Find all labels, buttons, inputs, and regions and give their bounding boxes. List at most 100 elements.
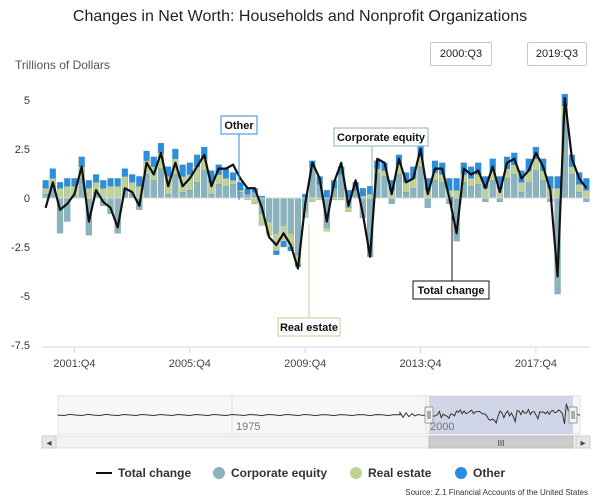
- bar-other[interactable]: [100, 180, 107, 189]
- bar-corporate-equity[interactable]: [525, 182, 532, 199]
- bar-corporate-equity[interactable]: [273, 197, 280, 234]
- bar-corporate-equity[interactable]: [568, 174, 576, 199]
- bar-real-estate[interactable]: [568, 166, 576, 175]
- bar-corporate-equity[interactable]: [518, 191, 525, 199]
- bar-real-estate[interactable]: [229, 180, 237, 185]
- bar-real-estate[interactable]: [323, 227, 330, 232]
- bar-corporate-equity[interactable]: [496, 197, 503, 203]
- bar-real-estate[interactable]: [453, 190, 460, 199]
- bar-corporate-equity[interactable]: [424, 197, 431, 208]
- bar-other[interactable]: [157, 142, 165, 154]
- scrollbar-left-button[interactable]: [41, 435, 57, 449]
- bar-corporate-equity[interactable]: [266, 197, 273, 222]
- bar-corporate-equity[interactable]: [489, 180, 496, 199]
- bar-corporate-equity[interactable]: [511, 174, 518, 199]
- bar-other[interactable]: [273, 250, 280, 255]
- bar-corporate-equity[interactable]: [165, 193, 172, 199]
- bar-corporate-equity[interactable]: [280, 197, 287, 226]
- bar-real-estate[interactable]: [345, 207, 352, 212]
- range-end-input[interactable]: 2019:Q3: [527, 42, 587, 66]
- bar-corporate-equity[interactable]: [208, 193, 215, 199]
- bar-other[interactable]: [114, 178, 121, 187]
- bar-corporate-equity[interactable]: [172, 174, 179, 199]
- bar-real-estate[interactable]: [107, 186, 114, 199]
- bar-other[interactable]: [92, 174, 100, 183]
- bar-corporate-equity[interactable]: [482, 197, 489, 203]
- bar-corporate-equity[interactable]: [229, 184, 237, 199]
- bar-corporate-equity[interactable]: [193, 182, 201, 199]
- bar-other[interactable]: [64, 178, 71, 187]
- bar-corporate-equity[interactable]: [395, 174, 402, 199]
- bar-real-estate[interactable]: [518, 182, 525, 193]
- bar-real-estate[interactable]: [56, 188, 64, 199]
- bar-corporate-equity[interactable]: [237, 191, 244, 199]
- bar-corporate-equity[interactable]: [431, 180, 439, 199]
- navigator-handle[interactable]: [424, 406, 434, 424]
- bar-corporate-equity[interactable]: [417, 166, 424, 199]
- bar-real-estate[interactable]: [251, 197, 258, 205]
- bar-other[interactable]: [172, 148, 179, 159]
- legend-item-real-estate[interactable]: Real estate: [350, 466, 431, 480]
- bar-corporate-equity[interactable]: [583, 197, 590, 203]
- bar-corporate-equity[interactable]: [388, 197, 395, 205]
- bar-corporate-equity[interactable]: [532, 170, 539, 199]
- bar-other[interactable]: [366, 186, 374, 195]
- bar-other[interactable]: [475, 162, 482, 175]
- bar-corporate-equity[interactable]: [157, 168, 165, 199]
- bar-real-estate[interactable]: [222, 178, 229, 187]
- bar-other[interactable]: [78, 156, 85, 167]
- bar-corporate-equity[interactable]: [467, 186, 475, 199]
- bar-corporate-equity[interactable]: [410, 188, 417, 199]
- bar-other[interactable]: [359, 188, 366, 197]
- bar-corporate-equity[interactable]: [201, 170, 208, 199]
- bar-real-estate[interactable]: [42, 188, 49, 195]
- bar-other[interactable]: [121, 168, 128, 177]
- bar-other[interactable]: [56, 182, 64, 189]
- bar-real-estate[interactable]: [554, 188, 561, 199]
- bar-other[interactable]: [554, 176, 561, 189]
- bar-corporate-equity[interactable]: [475, 184, 482, 199]
- bar-real-estate[interactable]: [583, 190, 590, 199]
- bar-other[interactable]: [85, 180, 92, 189]
- legend-item-other[interactable]: Other: [455, 466, 505, 480]
- bar-other[interactable]: [150, 156, 157, 167]
- bar-real-estate[interactable]: [114, 186, 121, 199]
- range-start-input[interactable]: 2000:Q3: [430, 42, 492, 66]
- bar-other[interactable]: [107, 178, 114, 187]
- bar-other[interactable]: [222, 168, 229, 179]
- bar-other[interactable]: [129, 174, 136, 183]
- bar-other[interactable]: [179, 164, 186, 177]
- total-change-line[interactable]: [44, 96, 588, 278]
- bar-real-estate[interactable]: [309, 197, 316, 203]
- bar-other[interactable]: [186, 162, 193, 175]
- bar-corporate-equity[interactable]: [403, 191, 410, 199]
- bar-other[interactable]: [237, 182, 244, 191]
- bar-other[interactable]: [453, 178, 460, 191]
- bar-corporate-equity[interactable]: [244, 193, 251, 199]
- bar-corporate-equity[interactable]: [287, 197, 294, 234]
- bar-corporate-equity[interactable]: [150, 180, 157, 199]
- bar-other[interactable]: [229, 172, 237, 181]
- bar-real-estate[interactable]: [85, 188, 92, 199]
- bar-real-estate[interactable]: [403, 182, 410, 193]
- bar-other[interactable]: [49, 168, 56, 179]
- bar-corporate-equity[interactable]: [503, 178, 511, 199]
- bar-corporate-equity[interactable]: [215, 184, 222, 199]
- bar-corporate-equity[interactable]: [179, 191, 186, 199]
- legend-item-corporate-equity[interactable]: Corporate equity: [213, 466, 327, 480]
- bar-real-estate[interactable]: [576, 184, 583, 193]
- navigator-handle[interactable]: [568, 406, 578, 424]
- bar-other[interactable]: [323, 190, 330, 199]
- bar-real-estate[interactable]: [121, 176, 128, 189]
- bar-other[interactable]: [280, 240, 287, 248]
- bar-corporate-equity[interactable]: [381, 176, 388, 199]
- bar-corporate-equity[interactable]: [222, 186, 229, 199]
- bar-real-estate[interactable]: [64, 186, 71, 199]
- bar-other[interactable]: [42, 180, 49, 189]
- bar-corporate-equity[interactable]: [576, 191, 583, 199]
- bar-other[interactable]: [143, 150, 150, 161]
- bar-other[interactable]: [136, 176, 143, 187]
- bar-real-estate[interactable]: [482, 188, 489, 199]
- legend-item-total-change[interactable]: Total change: [96, 466, 191, 480]
- bar-corporate-equity[interactable]: [439, 182, 446, 199]
